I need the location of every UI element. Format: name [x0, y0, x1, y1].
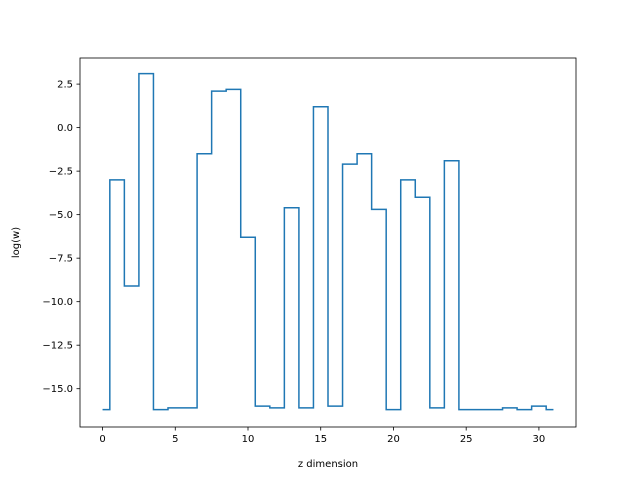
x-tick-label: 20: [387, 434, 400, 445]
x-tick-label: 5: [172, 434, 178, 445]
y-tick-label: −10.0: [42, 297, 73, 308]
y-axis-label: log(w): [11, 227, 22, 258]
y-tick-label: −7.5: [49, 254, 73, 265]
y-axis-ticks: 2.5 0.0 −2.5 −5.0 −7.5 −10.0 −12.5 −15.0: [42, 80, 80, 395]
y-tick-label: 0.0: [57, 123, 73, 134]
y-tick-label: −15.0: [42, 384, 73, 395]
x-tick-label: 15: [314, 434, 327, 445]
y-tick-label: 2.5: [57, 80, 73, 91]
x-tick-label: 25: [460, 434, 473, 445]
axes-frame: [79, 57, 577, 428]
series-layer: [102, 72, 554, 411]
x-tick-label: 10: [242, 434, 255, 445]
x-tick-label: 30: [533, 434, 546, 445]
y-tick-label: −5.0: [49, 210, 73, 221]
y-tick-label: −2.5: [49, 167, 73, 178]
x-tick-label: 0: [99, 434, 105, 445]
x-axis-label: z dimension: [298, 459, 358, 470]
x-axis-ticks: 0 5 10 15 20 25 30: [99, 427, 545, 445]
series-line: [102, 72, 554, 411]
y-tick-label: −12.5: [42, 341, 73, 352]
